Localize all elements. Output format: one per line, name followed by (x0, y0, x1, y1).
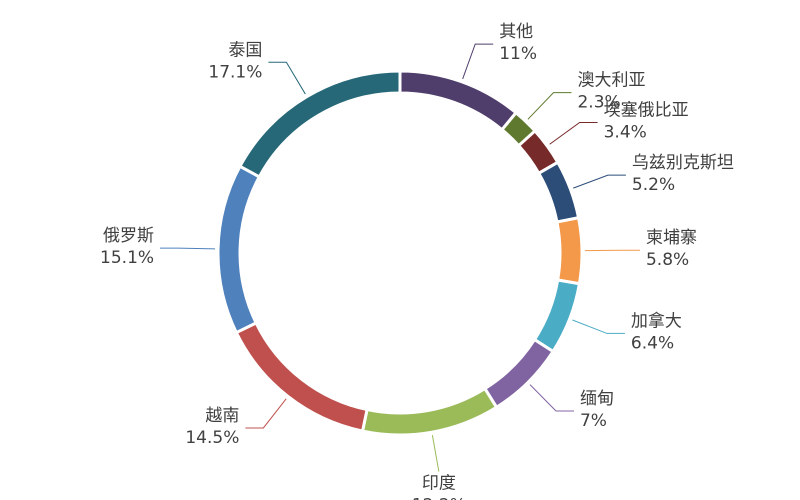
donut-segment (234, 320, 369, 433)
value-label: 7% (580, 411, 607, 431)
leader-line (529, 384, 574, 412)
leader-line (160, 247, 216, 250)
donut-segment (237, 69, 402, 179)
leader-line (268, 61, 306, 95)
leader-line (573, 174, 626, 189)
slice-label: 加拿大 (631, 310, 682, 331)
leader-line (245, 398, 287, 429)
value-label: 17.1% (208, 62, 262, 82)
leader-line (572, 319, 625, 334)
donut-segment (532, 278, 582, 354)
slice-label: 埃塞俄比亚 (604, 101, 689, 121)
leader-line (462, 43, 494, 80)
value-label: 3.4% (604, 123, 647, 143)
leader-line (549, 122, 598, 145)
value-label: 5.2% (632, 175, 675, 195)
value-label: 15.1% (100, 248, 154, 268)
donut-segment (360, 386, 499, 437)
slice-label: 印度 (422, 474, 456, 494)
value-label: 14.5% (185, 428, 239, 448)
leader-line (527, 92, 572, 120)
slice-label: 其他 (499, 22, 533, 42)
donut-segment (536, 160, 581, 224)
donut-segment (555, 216, 584, 286)
value-label: 2.3% (577, 93, 620, 113)
slice-label: 泰国 (228, 40, 262, 60)
slice-label: 缅甸 (580, 389, 614, 409)
slice-label: 柬埔寨 (646, 228, 697, 248)
leader-line (431, 435, 440, 472)
slice-label: 澳大利亚 (577, 71, 645, 91)
value-label: 12.2% (412, 496, 466, 500)
slice-label: 越南 (205, 406, 239, 426)
donut-segment (216, 164, 262, 335)
value-label: 11% (499, 44, 537, 64)
donut-segment (398, 69, 519, 132)
value-label: 6.4% (631, 333, 674, 353)
slice-label: 乌兹别克斯坦 (632, 153, 734, 173)
value-label: 5.8% (646, 250, 689, 270)
slice-label: 俄罗斯 (103, 226, 154, 246)
